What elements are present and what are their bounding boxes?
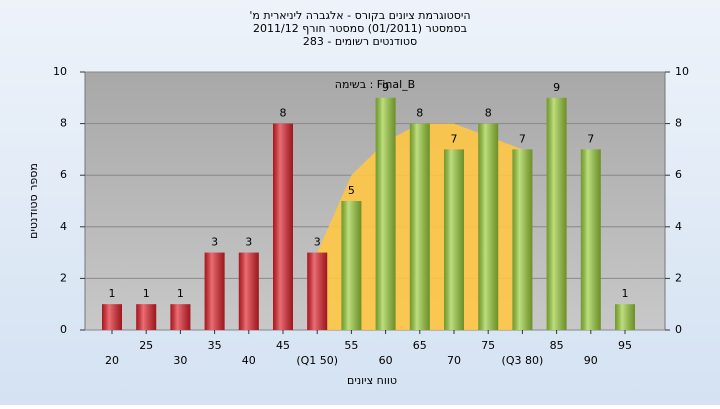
value-label: 3 — [245, 236, 252, 249]
y-tick-label: 4 — [60, 220, 67, 233]
bar-shade — [136, 304, 157, 330]
x-tick-label: 25 — [139, 339, 153, 352]
value-label: 1 — [109, 287, 116, 300]
bar-shade — [170, 304, 191, 330]
x-tick-label: 75 — [481, 339, 495, 352]
x-axis-label: טווח ציונים — [347, 374, 397, 387]
annotation: בשימה : Final_B — [335, 78, 415, 91]
bar-shade — [580, 149, 601, 330]
value-label: 8 — [416, 107, 423, 120]
value-label: 5 — [348, 184, 355, 197]
bar-shade — [444, 149, 464, 330]
chart-title: היסטוגרמת ציונים בקורס - אלגברה ליניארית… — [249, 9, 470, 22]
y-tick-label: 0 — [60, 323, 67, 336]
x-tick-label: 90 — [584, 354, 598, 367]
value-label: 7 — [451, 132, 458, 145]
value-label: 1 — [622, 287, 629, 300]
x-tick-label: 30 — [173, 354, 187, 367]
bar-shade — [307, 252, 328, 330]
bar-shade — [238, 252, 259, 330]
y-tick-label: 2 — [60, 271, 67, 284]
value-label: 1 — [143, 287, 150, 300]
x-tick-label: 45 — [276, 339, 290, 352]
bar-shade — [102, 304, 122, 330]
y2-tick-label: 2 — [675, 271, 682, 284]
x-tick-label: (Q3 80) — [502, 354, 544, 367]
x-tick-label: 95 — [618, 339, 632, 352]
x-tick-label: 20 — [105, 354, 119, 367]
value-label: 7 — [519, 132, 526, 145]
y2-tick-label: 8 — [675, 117, 682, 130]
chart-subtitle: בסמסטר (01/2011) סמסטר חורף 2011/12 — [253, 22, 467, 35]
y-tick-label: 8 — [60, 117, 67, 130]
value-label: 1 — [177, 287, 184, 300]
x-tick-label: 65 — [413, 339, 427, 352]
x-tick-label: 60 — [379, 354, 393, 367]
y-tick-label: 10 — [53, 65, 67, 78]
x-tick-label: 35 — [208, 339, 222, 352]
bar-shade — [273, 123, 293, 330]
chart-subtitle: סטודנטים רשומים - 283 — [303, 35, 417, 48]
value-label: 3 — [211, 236, 218, 249]
value-label: 3 — [314, 236, 321, 249]
x-tick-label: 85 — [550, 339, 564, 352]
value-label: 9 — [553, 81, 560, 94]
bar-shade — [512, 149, 533, 330]
x-tick-label: 55 — [344, 339, 358, 352]
bar-shade — [409, 123, 430, 330]
y2-tick-label: 10 — [675, 65, 689, 78]
y-axis-label: מספר סטודנטים — [27, 163, 40, 239]
bar-shade — [204, 252, 225, 330]
y2-tick-label: 6 — [675, 168, 682, 181]
x-tick-label: (Q1 50) — [296, 354, 338, 367]
value-label: 7 — [587, 132, 594, 145]
x-tick-label: 70 — [447, 354, 461, 367]
x-tick-label: 40 — [242, 354, 256, 367]
y2-tick-label: 4 — [675, 220, 682, 233]
bar-shade — [546, 97, 567, 330]
bar-shade — [478, 123, 499, 330]
y2-tick-label: 0 — [675, 323, 682, 336]
y-tick-label: 6 — [60, 168, 67, 181]
bar-shade — [615, 304, 635, 330]
value-label: 8 — [485, 107, 492, 120]
bar-shade — [375, 97, 396, 330]
value-label: 8 — [280, 107, 287, 120]
value-label: 9 — [382, 81, 389, 94]
bar-shade — [341, 201, 362, 330]
